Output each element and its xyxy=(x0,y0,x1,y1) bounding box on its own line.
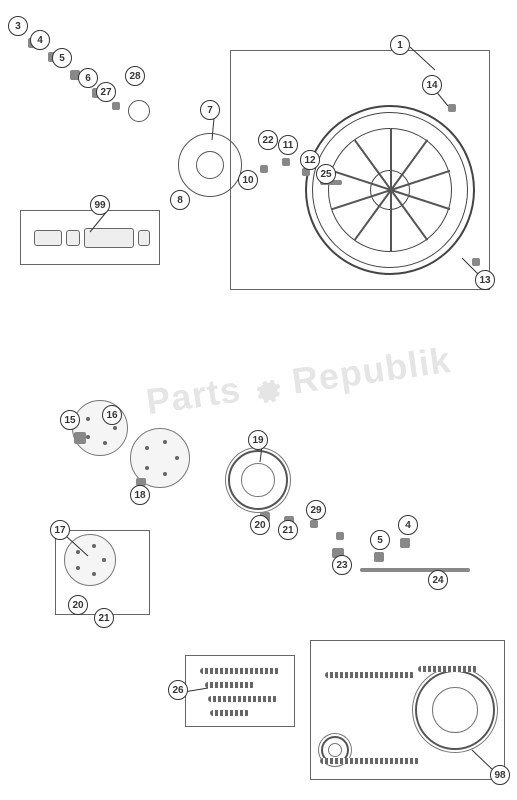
callout-18: 18 xyxy=(130,485,150,505)
callout-21: 21 xyxy=(94,608,114,628)
callout-25: 25 xyxy=(316,164,336,184)
chain-segment xyxy=(210,710,250,716)
brake-disc-ring xyxy=(196,151,224,179)
bolt-hole xyxy=(86,417,90,421)
gear-icon xyxy=(250,371,284,405)
chain-segment xyxy=(205,682,255,688)
callout-99: 99 xyxy=(90,195,110,215)
callout-26: 26 xyxy=(168,680,188,700)
small-part xyxy=(282,158,290,166)
callout-1: 1 xyxy=(390,35,410,55)
kit-rear-sprocket xyxy=(415,670,495,750)
assembly-box xyxy=(185,655,295,727)
spacer xyxy=(34,230,62,246)
callout-23: 23 xyxy=(332,555,352,575)
exploded-diagram: 1345627287810111222251314991516181920212… xyxy=(0,0,517,800)
callout-4: 4 xyxy=(30,30,50,50)
callout-15: 15 xyxy=(60,410,80,430)
bolt-hole xyxy=(145,446,149,450)
watermark-text-left: Parts xyxy=(144,368,244,422)
spacer xyxy=(66,230,80,246)
callout-7: 7 xyxy=(200,100,220,120)
callout-5: 5 xyxy=(370,530,390,550)
small-part xyxy=(74,432,86,444)
small-part xyxy=(112,102,120,110)
callout-4: 4 xyxy=(398,515,418,535)
hub-carrier xyxy=(64,534,116,586)
small-part xyxy=(472,258,480,266)
bolt-hole xyxy=(86,435,90,439)
spacer xyxy=(84,228,134,248)
callout-8: 8 xyxy=(170,190,190,210)
wheel-spoke xyxy=(390,190,392,252)
seal-ring xyxy=(128,100,150,122)
callout-5: 5 xyxy=(52,48,72,68)
callout-6: 6 xyxy=(78,68,98,88)
callout-17: 17 xyxy=(50,520,70,540)
axle-shaft xyxy=(360,568,470,572)
callout-20: 20 xyxy=(68,595,88,615)
callout-16: 16 xyxy=(102,405,122,425)
chain-segment xyxy=(418,666,478,672)
wheel-spoke xyxy=(390,128,392,190)
callout-11: 11 xyxy=(278,135,298,155)
watermark: Parts Republik xyxy=(144,339,454,423)
small-part xyxy=(374,552,384,562)
bolt-hole xyxy=(175,456,179,460)
bolt-hole xyxy=(103,441,107,445)
chain-segment xyxy=(200,668,280,674)
callout-29: 29 xyxy=(306,500,326,520)
callout-19: 19 xyxy=(248,430,268,450)
chain-segment xyxy=(320,758,420,764)
chain-segment xyxy=(325,672,415,678)
watermark-text-right: Republik xyxy=(289,339,453,402)
bolt-hole xyxy=(163,472,167,476)
callout-98: 98 xyxy=(490,765,510,785)
spacer xyxy=(138,230,150,246)
callout-10: 10 xyxy=(238,170,258,190)
callout-14: 14 xyxy=(422,75,442,95)
callout-27: 27 xyxy=(96,82,116,102)
small-part xyxy=(448,104,456,112)
callout-20: 20 xyxy=(250,515,270,535)
rear-sprocket xyxy=(228,450,288,510)
callout-22: 22 xyxy=(258,130,278,150)
callout-13: 13 xyxy=(475,270,495,290)
callout-28: 28 xyxy=(125,66,145,86)
callout-21: 21 xyxy=(278,520,298,540)
small-part xyxy=(400,538,410,548)
chain-segment xyxy=(208,696,278,702)
small-part xyxy=(260,165,268,173)
small-part xyxy=(336,532,344,540)
callout-24: 24 xyxy=(428,570,448,590)
callout-3: 3 xyxy=(8,16,28,36)
small-part xyxy=(310,520,318,528)
bolt-hole xyxy=(145,466,149,470)
